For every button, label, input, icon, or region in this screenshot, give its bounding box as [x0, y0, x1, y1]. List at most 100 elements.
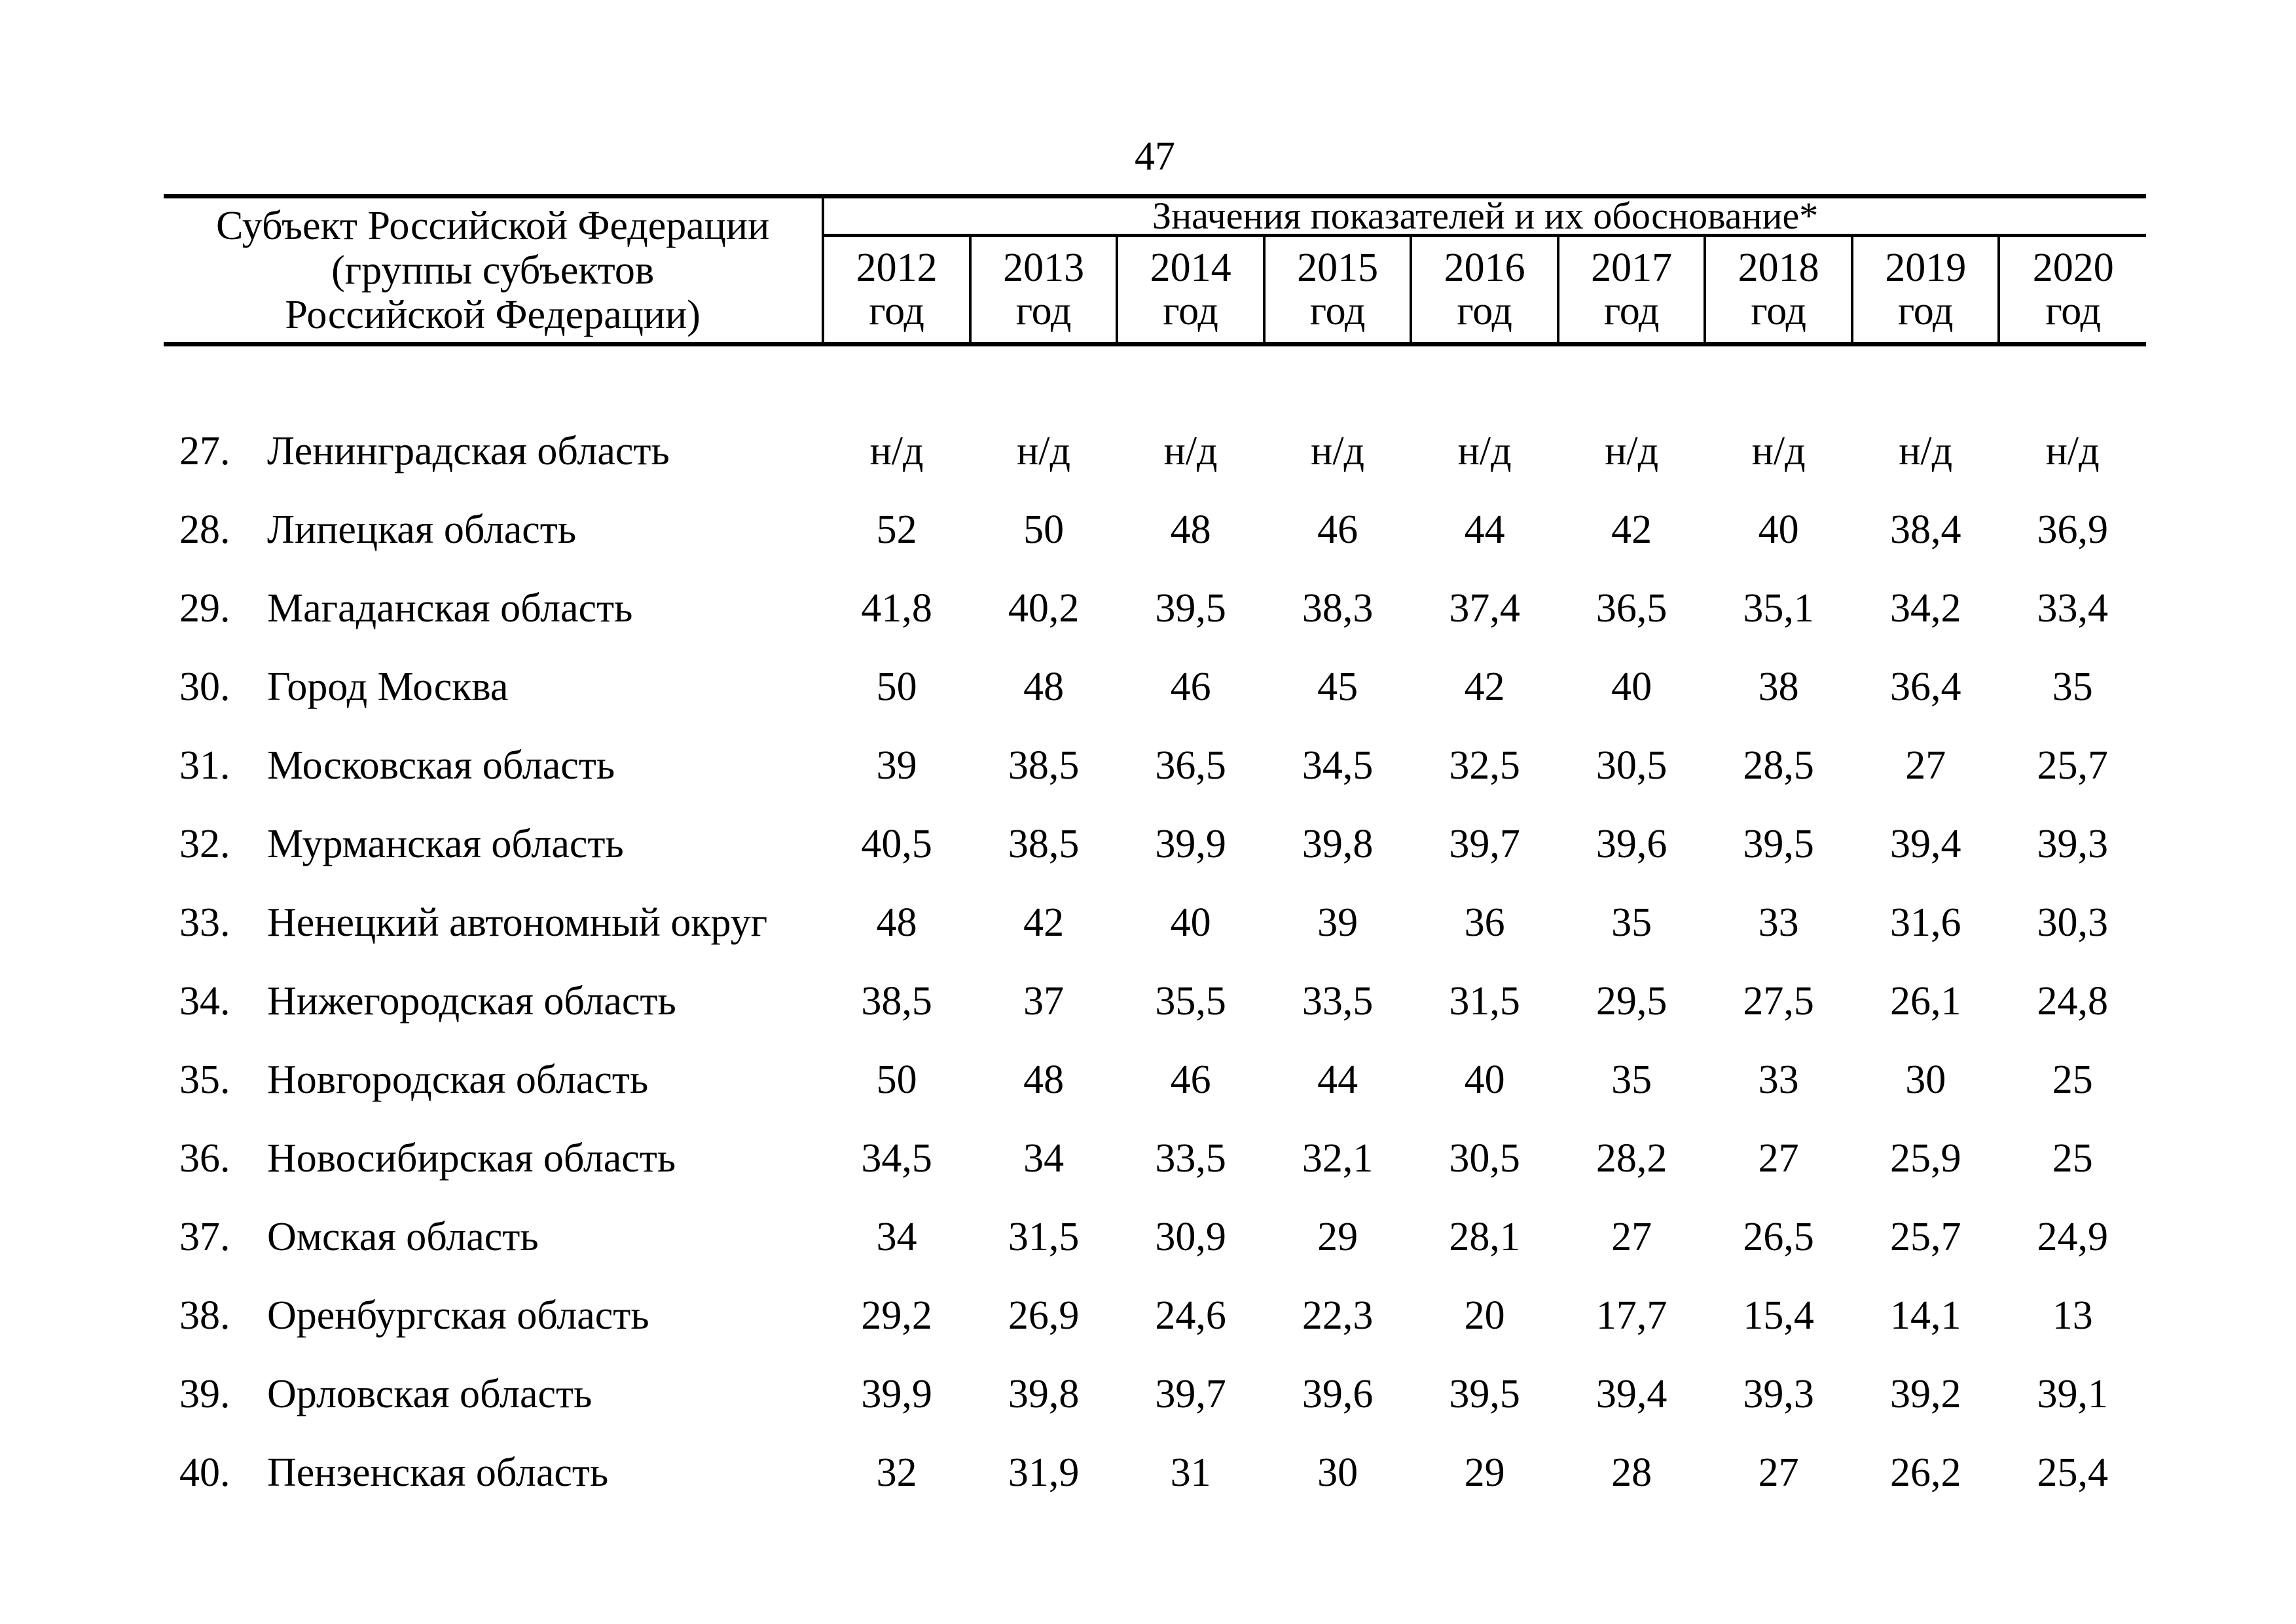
value-cell: 20 [1464, 1293, 1505, 1338]
value-cell: 29,2 [861, 1293, 932, 1338]
table-row: 27. Ленинградская область н/д н/д н/д н/д н/д н… [164, 344, 2146, 491]
year-header-cell: 2016 год [1410, 235, 1558, 346]
value-cell: 29 [1317, 1215, 1358, 1259]
year-label: 2013 [1003, 246, 1085, 290]
value-cell: н/д [1311, 429, 1365, 473]
year-word: год [1015, 289, 1072, 333]
row-number: 27. [179, 429, 230, 473]
value-cell: 39,9 [1155, 822, 1226, 866]
value-cell: 39,2 [1889, 1372, 1961, 1416]
value-cell: 38,3 [1302, 586, 1374, 631]
value-cell: 17,7 [1595, 1293, 1667, 1338]
value-cell: 26,9 [1008, 1293, 1080, 1338]
value-cell: 30 [1905, 1058, 1946, 1102]
value-cell: н/д [1163, 429, 1218, 473]
value-cell: 35,1 [1743, 586, 1814, 631]
value-cell: 35 [1611, 1058, 1652, 1102]
value-cell: н/д [1017, 429, 1071, 473]
value-cell: 40,5 [861, 822, 932, 866]
row-number: 36. [179, 1136, 230, 1181]
value-cell: 40 [1758, 507, 1799, 552]
value-cell: 31,5 [1449, 979, 1520, 1024]
region-name: Новгородская область [267, 1058, 649, 1102]
value-cell: 44 [1464, 507, 1505, 552]
value-cell: 30,3 [2037, 900, 2108, 945]
row-number: 30. [179, 665, 230, 709]
value-cell: 27 [1758, 1450, 1799, 1495]
value-cell: 38 [1758, 665, 1799, 709]
value-cell: 28,2 [1595, 1136, 1667, 1181]
value-cell: 45 [1317, 665, 1358, 709]
value-cell: 27 [1758, 1136, 1799, 1181]
value-cell: 34,2 [1889, 586, 1961, 631]
value-cell: 24,9 [2037, 1215, 2108, 1259]
region-column-header: Субъект Российской Федерации (группы суб… [164, 194, 825, 346]
value-cell: 42 [1464, 665, 1505, 709]
table-row: 40. Пензенская область 32 31,9 31 30 29 28 27 26,… [164, 1433, 2146, 1512]
row-number: 40. [179, 1450, 230, 1495]
row-number: 37. [179, 1215, 230, 1259]
values-header: Значения показателей и их обоснование* [823, 194, 2146, 237]
region-header-line: Российской Федерации) [285, 292, 701, 337]
value-cell: 40 [1611, 665, 1652, 709]
table-row: 28. Липецкая область 52 50 48 46 44 42 40 38,4 36,… [164, 490, 2146, 569]
value-cell: 39,5 [1155, 586, 1226, 631]
value-cell: 25,4 [2037, 1450, 2108, 1495]
year-word: год [1457, 289, 1512, 333]
value-cell: 29,5 [1595, 979, 1667, 1024]
value-cell: 27 [1611, 1215, 1652, 1259]
value-cell: 50 [1023, 507, 1065, 552]
region-name: Магаданская область [267, 586, 633, 631]
value-cell: 35,5 [1155, 979, 1226, 1024]
value-cell: 31,5 [1008, 1215, 1080, 1259]
value-cell: 25,7 [2037, 743, 2108, 788]
value-cell: 34,5 [1302, 743, 1374, 788]
value-cell: 48 [1023, 665, 1065, 709]
table-row: 33. Ненецкий автономный округ 48 42 40 39 36 35… [164, 883, 2146, 962]
table-row: 39. Орловская область 39,9 39,8 39,7 39,6 39,5… [164, 1355, 2146, 1433]
value-cell: 39 [1317, 900, 1358, 945]
year-label: 2016 [1444, 246, 1525, 290]
year-label: 2018 [1738, 246, 1819, 290]
value-cell: 39,3 [2037, 822, 2108, 866]
year-header-cell: 2017 год [1556, 235, 1705, 346]
value-cell: 34,5 [861, 1136, 932, 1181]
year-label: 2015 [1297, 246, 1379, 290]
value-cell: 36 [1464, 900, 1505, 945]
year-header-cell: 2018 год [1704, 235, 1852, 346]
value-cell: 31,9 [1008, 1450, 1080, 1495]
value-cell: 33,5 [1302, 979, 1374, 1024]
value-cell: 50 [876, 1058, 917, 1102]
value-cell: 46 [1170, 1058, 1211, 1102]
value-cell: 39,8 [1302, 822, 1374, 866]
value-cell: 41,8 [861, 586, 932, 631]
region-cell: 35. Новгородская область [164, 1041, 823, 1119]
value-cell: 22,3 [1302, 1293, 1374, 1338]
region-cell: 31. Московская область [164, 726, 823, 805]
year-label: 2019 [1885, 246, 1967, 290]
value-cell: 32,5 [1449, 743, 1520, 788]
row-number: 38. [179, 1293, 230, 1338]
value-cell: 40 [1170, 900, 1211, 945]
value-cell: 48 [1170, 507, 1211, 552]
value-cell: 34 [876, 1215, 917, 1259]
year-header-cell: 2012 год [823, 235, 970, 346]
row-number: 31. [179, 743, 230, 788]
table-row: 37. Омская область 34 31,5 30,9 29 28,1 27 26,5 2… [164, 1198, 2146, 1276]
region-name: Московская область [267, 743, 615, 788]
value-cell: 39,5 [1449, 1372, 1520, 1416]
value-cell: 27,5 [1743, 979, 1814, 1024]
value-cell: 31,6 [1889, 900, 1961, 945]
value-cell: 46 [1317, 507, 1358, 552]
value-cell: 25,9 [1889, 1136, 1961, 1181]
value-cell: 28,5 [1743, 743, 1814, 788]
year-word: год [1603, 289, 1660, 333]
value-cell: н/д [1899, 429, 1953, 473]
value-cell: 14,1 [1889, 1293, 1961, 1338]
value-cell: 48 [876, 900, 917, 945]
table-row: 31. Московская область 39 38,5 36,5 34,5 32,5 3… [164, 726, 2146, 805]
table-row: 32. Мурманская область 40,5 38,5 39,9 39,8 39,… [164, 805, 2146, 883]
value-cell: 39,3 [1743, 1372, 1814, 1416]
value-cell: 39,9 [861, 1372, 932, 1416]
value-cell: 28 [1611, 1450, 1652, 1495]
